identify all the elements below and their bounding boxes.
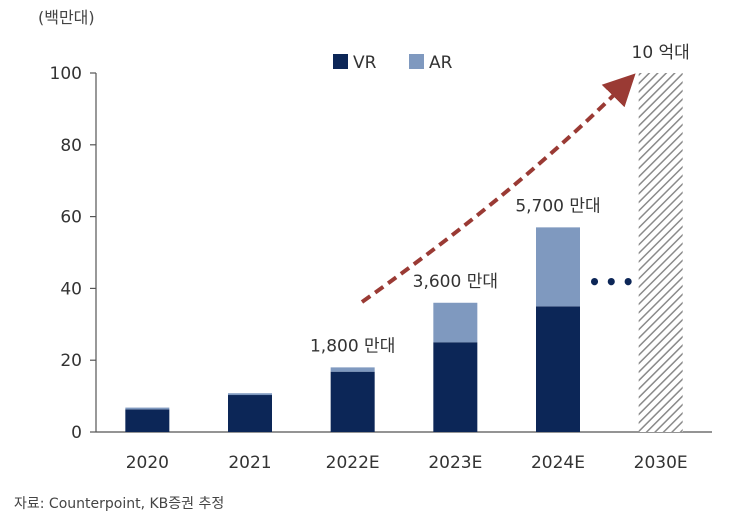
bar-vr [433,342,478,432]
y-tick-label: 20 [60,351,82,371]
bar-vr [330,371,375,432]
data-label: 5,700 만대 [515,196,600,216]
x-tick-label: 2022E [326,453,380,473]
legend-label-ar: AR [429,53,453,73]
bar-chart: 0 20 40 60 80 100 2020 2021 2022E 2023E 2024E 2030E… [50,43,712,473]
bar-2030e-hatched [638,73,683,432]
x-tick-label: 2020 [126,453,169,473]
legend-swatch-vr [333,54,348,69]
ellipsis: ••• [588,270,638,294]
x-tick-label: 2023E [428,453,482,473]
legend-label-vr: VR [353,53,377,73]
y-tick-label: 0 [71,423,82,443]
x-tick-label: 2024E [531,453,585,473]
y-unit-label: (백만대) [38,8,95,27]
bar-ar [433,302,478,343]
bar-ar [536,227,580,307]
data-label: 3,600 만대 [413,272,498,292]
y-tick-label: 80 [60,136,82,156]
x-tick-label: 2021 [228,453,271,473]
growth-arrow [360,73,636,304]
y-tick-label: 100 [50,64,82,84]
data-label-2030e: 10 억대 [632,43,690,63]
bar-ar [330,367,375,372]
bar-vr [228,395,272,432]
legend-swatch-ar [409,54,424,69]
y-tick-label: 40 [60,279,82,299]
data-label: 1,800 만대 [310,336,395,356]
y-tick-label: 60 [60,208,82,228]
bar-vr [536,306,580,432]
x-tick-label: 2030E [634,453,688,473]
bar-ar [125,407,170,410]
bar-vr [125,409,170,432]
source-note: 자료: Counterpoint, KB증권 추정 [14,496,225,512]
bar-ar [228,393,272,396]
